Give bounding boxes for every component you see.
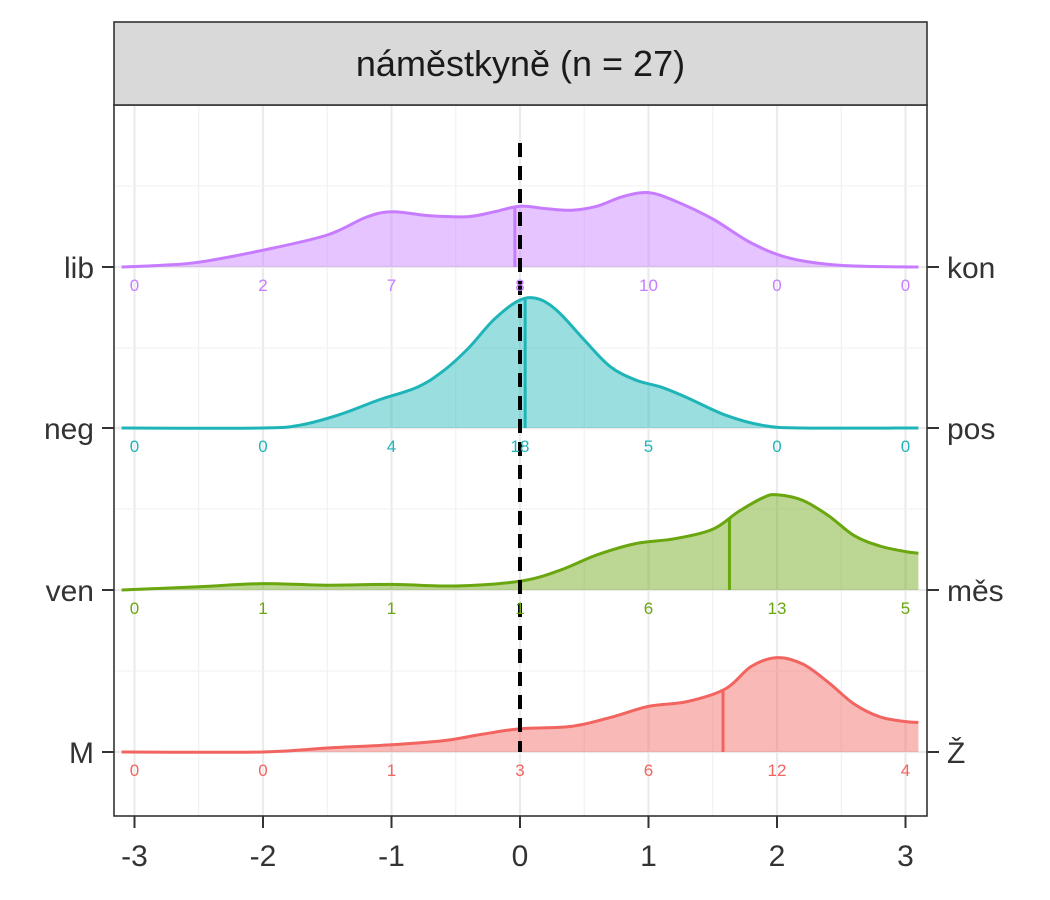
count-labels: 0 2 7 8 10 0 00 0 4 18 5 0 00 1 1 1 6 13 50 0 1 3 6 12 4 xyxy=(130,276,910,780)
y-tick-label-right: kon xyxy=(947,252,995,285)
count-label: 1 xyxy=(515,599,524,618)
x-tick-label: 1 xyxy=(640,840,657,873)
count-label: 0 xyxy=(258,761,267,780)
count-label: 18 xyxy=(511,437,530,456)
y-tick-label-left: ven xyxy=(46,575,94,608)
count-label: 8 xyxy=(515,276,524,295)
density-line xyxy=(121,296,919,430)
count-label: 0 xyxy=(772,437,781,456)
x-tick-label: -1 xyxy=(378,840,405,873)
y-tick-label-right: měs xyxy=(947,575,1004,608)
y-tick-label-right: Ž xyxy=(947,737,965,770)
count-label: 0 xyxy=(901,276,910,295)
density-line xyxy=(121,656,919,754)
y-axis-left: lib neg ven M xyxy=(44,252,114,770)
ridge-ven-měs xyxy=(121,493,919,592)
count-label: 13 xyxy=(768,599,787,618)
count-label: 10 xyxy=(639,276,658,295)
y-axis-right: kon pos měs Ž xyxy=(927,252,1004,770)
facet-strip: náměstkyně (n = 27) xyxy=(113,21,928,106)
count-label: 2 xyxy=(258,276,267,295)
x-tick-label: 2 xyxy=(769,840,786,873)
count-label: 0 xyxy=(130,599,139,618)
count-label: 0 xyxy=(130,761,139,780)
count-label: 1 xyxy=(387,761,396,780)
density-area xyxy=(121,657,919,753)
count-label: 0 xyxy=(130,437,139,456)
count-label: 6 xyxy=(644,761,653,780)
count-label: 7 xyxy=(387,276,396,295)
count-label: 4 xyxy=(387,437,396,456)
count-label: 5 xyxy=(901,599,910,618)
ridge-lib-kon xyxy=(121,190,919,269)
density-area xyxy=(121,494,919,590)
ridge-M-Ž xyxy=(121,656,919,754)
count-label: 1 xyxy=(258,599,267,618)
y-tick-label-right: pos xyxy=(947,413,995,446)
x-tick-label: 3 xyxy=(897,840,914,873)
count-label: 12 xyxy=(768,761,787,780)
count-label: 1 xyxy=(387,599,396,618)
count-label: 0 xyxy=(258,437,267,456)
count-label: 3 xyxy=(515,761,524,780)
x-axis: -3 -2 -1 0 1 2 3 xyxy=(121,816,914,873)
y-tick-label-left: M xyxy=(69,737,94,770)
density-area xyxy=(121,192,919,267)
count-label: 4 xyxy=(901,761,910,780)
x-tick-label: -2 xyxy=(250,840,277,873)
density-line xyxy=(121,190,919,269)
count-label: 6 xyxy=(644,599,653,618)
x-tick-label: 0 xyxy=(512,840,529,873)
count-label: 0 xyxy=(901,437,910,456)
count-label: 0 xyxy=(772,276,781,295)
x-tick-label: -3 xyxy=(121,840,148,873)
y-tick-label-left: neg xyxy=(44,413,94,446)
density-line xyxy=(121,493,919,592)
strip-background xyxy=(113,21,928,106)
y-tick-label-left: lib xyxy=(64,252,94,285)
chart-title: náměstkyně (n = 27) xyxy=(356,43,685,84)
count-label: 0 xyxy=(130,276,139,295)
count-label: 5 xyxy=(644,437,653,456)
